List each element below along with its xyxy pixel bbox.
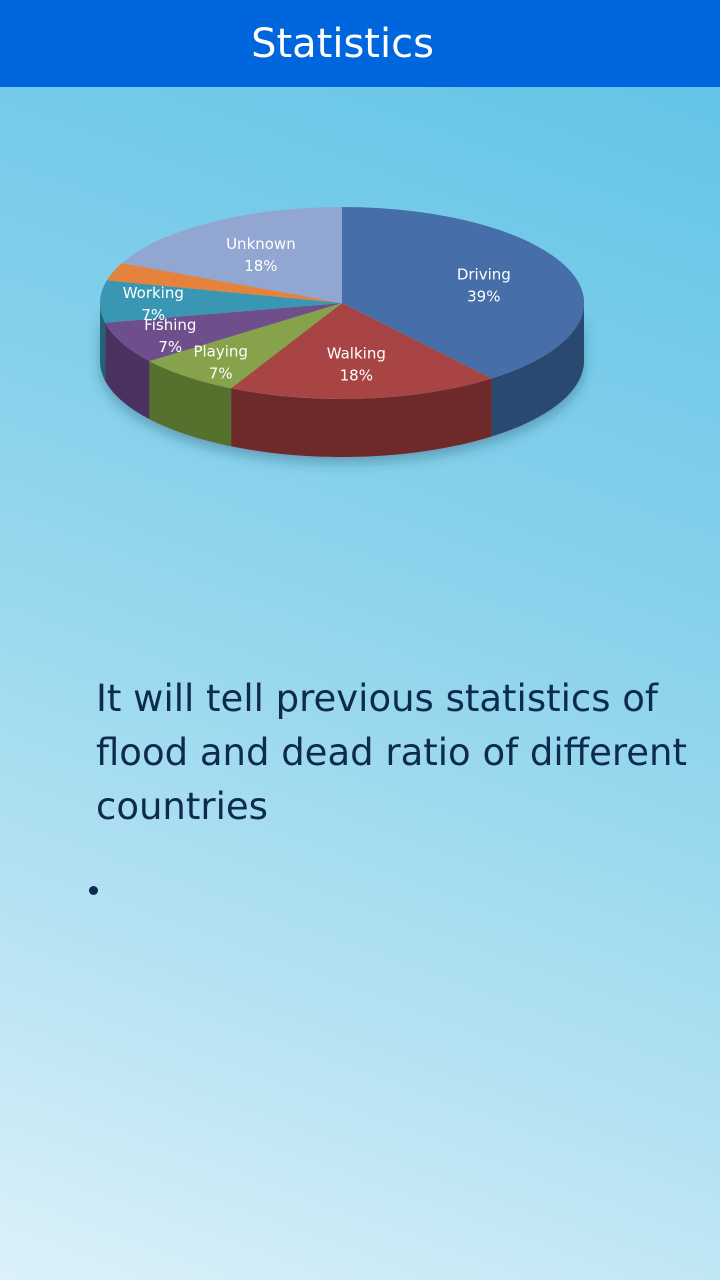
pie-slice-walking xyxy=(231,303,492,400)
pie-label-unknown: Unknown xyxy=(226,235,296,253)
pie-value-playing: 7% xyxy=(209,364,233,382)
pie-slice-driving xyxy=(342,206,585,379)
pie-label-playing: Playing xyxy=(193,342,247,360)
pie-slice-unlabeled-5 xyxy=(106,263,342,303)
pie-slice-playing xyxy=(149,303,342,389)
page-title: Statistics xyxy=(251,21,434,67)
pie-side-fishing xyxy=(105,322,150,420)
pie-value-working: 7% xyxy=(141,306,165,324)
bullet-point xyxy=(89,886,98,895)
pie-chart: Driving 39% Walking 18% Playing 7% Fishing 7% Wo… xyxy=(0,87,720,547)
pie-label-working: Working xyxy=(123,284,184,302)
pie-side-driving xyxy=(491,303,584,437)
pie-side-walking xyxy=(231,378,492,457)
pie-chart-svg: Driving39%Walking18%Playing7%Fishing7%Wo… xyxy=(99,206,585,457)
pie-value-fishing: 7% xyxy=(158,338,182,356)
pie-label-fishing: Fishing xyxy=(144,316,196,334)
statistics-description: It will tell previous statistics of floo… xyxy=(96,677,688,828)
pie-value-unknown: 18% xyxy=(244,257,277,275)
app-header: Statistics xyxy=(0,0,720,87)
pie-label-driving: Driving xyxy=(457,266,511,284)
pie-value-driving: 39% xyxy=(467,288,500,306)
pie-side-playing xyxy=(149,361,232,447)
pie-slice-working xyxy=(99,280,342,323)
pie-label-walking: Walking xyxy=(327,344,386,362)
pie-slice-unknown xyxy=(121,207,343,303)
pie-side-working xyxy=(100,303,106,381)
pie-slice-fishing xyxy=(105,303,342,362)
pie-value-walking: 18% xyxy=(340,366,373,384)
